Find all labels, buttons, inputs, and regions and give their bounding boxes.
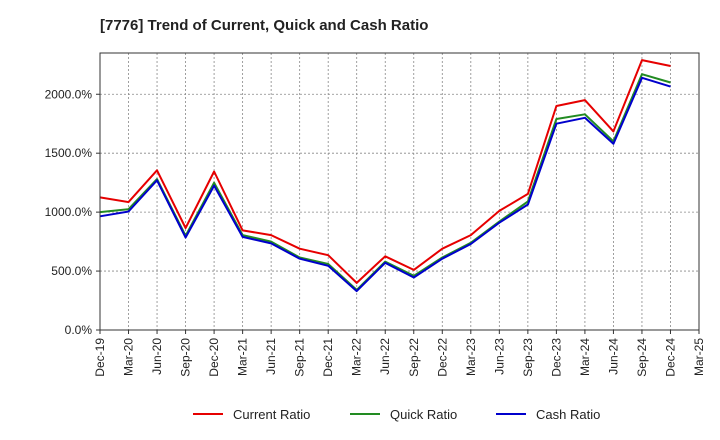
- x-tick-label: Mar-21: [236, 338, 250, 376]
- y-tick-label: 1000.0%: [45, 205, 93, 219]
- x-tick-label: Dec-20: [207, 338, 221, 377]
- x-tick-label: Mar-22: [350, 338, 364, 376]
- x-tick-label: Sep-23: [521, 338, 535, 377]
- series-lines: [99, 59, 671, 293]
- series-line-quick-ratio: [99, 73, 671, 291]
- grid-lines: [99, 53, 700, 331]
- series-line-current-ratio: [99, 59, 671, 284]
- legend-label-cash-ratio: Cash Ratio: [536, 407, 600, 422]
- y-axis-ticks: 0.0% 500.0% 1000.0% 1500.0% 2000.0%: [45, 87, 100, 337]
- x-tick-label: Sep-22: [407, 338, 421, 377]
- legend: Current Ratio Quick Ratio Cash Ratio: [193, 407, 600, 422]
- x-tick-label: Sep-21: [293, 338, 307, 377]
- legend-label-quick-ratio: Quick Ratio: [390, 407, 457, 422]
- x-tick-label: Sep-24: [635, 338, 649, 377]
- x-tick-label: Dec-21: [321, 338, 335, 377]
- series-line-cash-ratio: [99, 76, 671, 293]
- y-tick-label: 1500.0%: [45, 146, 93, 160]
- x-tick-label: Mar-25: [692, 338, 706, 376]
- y-tick-label: 0.0%: [65, 323, 93, 337]
- x-tick-label: Jun-21: [264, 338, 278, 375]
- x-tick-label: Dec-19: [93, 338, 107, 377]
- x-axis-ticks: Dec-19 Mar-20 Jun-20 Sep-20 Dec-20 Mar-21 Jun-…: [93, 330, 706, 377]
- x-tick-label: Mar-23: [464, 338, 478, 376]
- y-tick-label: 2000.0%: [45, 87, 93, 101]
- x-tick-label: Jun-24: [606, 338, 620, 375]
- x-tick-label: Dec-22: [435, 338, 449, 377]
- x-tick-label: Jun-23: [492, 338, 506, 375]
- x-tick-label: Mar-24: [578, 338, 592, 376]
- x-tick-label: Dec-24: [663, 338, 677, 377]
- x-tick-label: Dec-23: [549, 338, 563, 377]
- chart-title: [7776] Trend of Current, Quick and Cash …: [100, 17, 428, 34]
- x-tick-label: Jun-20: [150, 338, 164, 375]
- legend-label-current-ratio: Current Ratio: [233, 407, 310, 422]
- y-tick-label: 500.0%: [51, 264, 92, 278]
- x-tick-label: Sep-20: [179, 338, 193, 377]
- x-tick-label: Mar-20: [122, 338, 136, 376]
- x-tick-label: Jun-22: [378, 338, 392, 375]
- plot-frame: [99, 52, 700, 331]
